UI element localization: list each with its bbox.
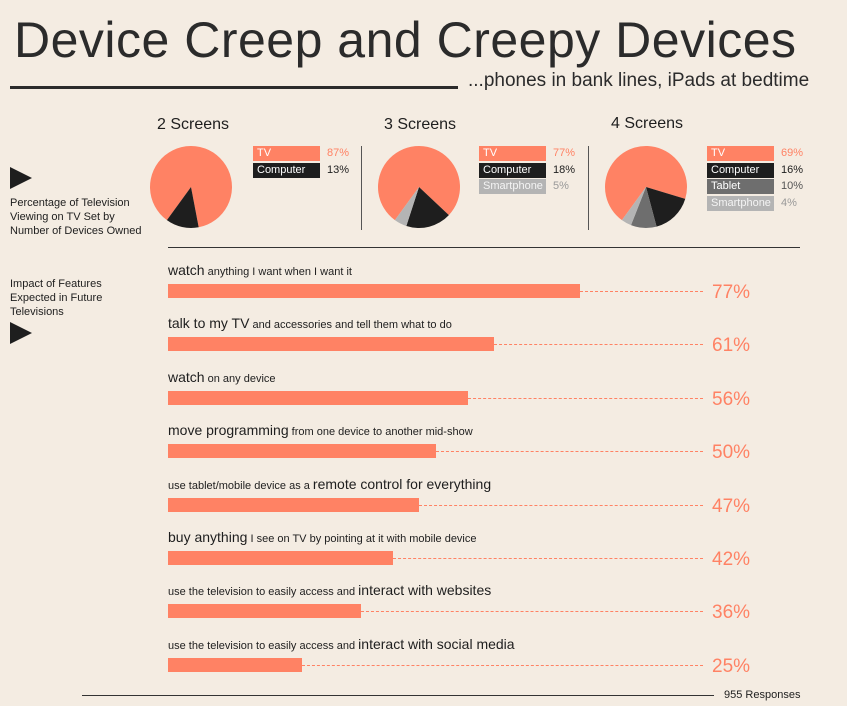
bar-value-label: 36% xyxy=(712,602,751,624)
bar-category-label: use the television to easily access and … xyxy=(168,582,492,599)
bar xyxy=(168,604,361,619)
bar-section-label: Impact of Features Expected in Future Te… xyxy=(10,277,102,319)
pie-slice-computer xyxy=(646,187,686,227)
legend-value: 13% xyxy=(327,163,350,176)
title-underline xyxy=(10,86,458,89)
bar xyxy=(168,497,420,512)
pie-section-label-line: Number of Devices Owned xyxy=(10,225,142,237)
bar-value-label: 25% xyxy=(712,655,751,677)
divider xyxy=(361,146,362,230)
bar-value-label: 47% xyxy=(712,495,751,517)
arrow-right-icon xyxy=(10,167,32,189)
bar-value-label: 77% xyxy=(712,282,751,303)
pie-chart xyxy=(150,146,233,228)
pie-slice-computer xyxy=(406,187,449,228)
bar-value-label: 50% xyxy=(712,442,751,464)
legend-value: 18% xyxy=(553,163,576,176)
legend-label: TV xyxy=(253,146,320,161)
pie-title: 2 Screens xyxy=(157,116,230,133)
pie-chart xyxy=(605,145,687,228)
legend-label: Smartphone xyxy=(479,179,546,194)
bar xyxy=(168,551,393,565)
legend-label: Tablet xyxy=(707,179,774,194)
bar-category-label: watch on any device xyxy=(168,368,276,385)
legend-label: Smartphone xyxy=(707,195,774,211)
bar-category-label: talk to my TV and accessories and tell t… xyxy=(168,315,452,332)
section-divider xyxy=(168,247,800,248)
bar-value-label: 61% xyxy=(712,335,751,357)
pie-slice-tv xyxy=(378,145,460,221)
bar-section-label-line: Televisions xyxy=(10,306,64,318)
legend-label: Computer xyxy=(479,162,546,178)
pie-section-label-line: Viewing on TV Set by xyxy=(10,211,115,223)
bar-leader-line xyxy=(301,664,703,666)
legend-value: 5% xyxy=(553,180,569,192)
bar xyxy=(168,337,495,352)
bar-value-label: 42% xyxy=(712,549,751,570)
bar-leader-line xyxy=(494,344,703,346)
legend-value: 4% xyxy=(781,196,797,209)
bar-leader-line xyxy=(419,504,703,506)
bar-leader-line xyxy=(467,397,703,399)
pie-section-label: Percentage of Television Viewing on TV S… xyxy=(10,196,141,238)
pie-slice-tablet xyxy=(631,187,657,228)
bar-category-label: buy anything I see on TV by pointing at … xyxy=(168,529,477,545)
pie-slice-tv xyxy=(150,146,233,228)
bar-value-label: 56% xyxy=(712,388,751,410)
bar-category-label: use tablet/mobile device as a remote con… xyxy=(168,475,492,492)
pie-slice-computer xyxy=(166,187,199,228)
bar-leader-line xyxy=(435,451,703,453)
pie-slice-tv xyxy=(605,145,687,221)
bar xyxy=(168,657,302,672)
bar xyxy=(168,284,580,298)
bar-leader-line xyxy=(392,558,703,559)
legend-label: TV xyxy=(479,146,546,161)
bar-category-label: watch anything I want when I want it xyxy=(168,262,352,278)
legend-label: TV xyxy=(707,146,774,161)
pie-chart xyxy=(378,145,460,228)
page-title: Device Creep and Creepy Devices xyxy=(14,12,797,68)
legend-label: Computer xyxy=(253,162,320,178)
pie-section-label-line: Percentage of Television xyxy=(10,197,130,209)
bar-category-label: use the television to easily access and … xyxy=(168,635,515,652)
responses-count: 955 Responses xyxy=(724,689,801,701)
bar-section-label-line: Expected in Future xyxy=(10,292,103,304)
pie-title: 3 Screens xyxy=(384,116,457,133)
legend-value: 10% xyxy=(781,180,804,192)
legend-value: 77% xyxy=(553,147,576,159)
legend-value: 16% xyxy=(781,163,804,176)
page-subtitle: ...phones in bank lines, iPads at bedtim… xyxy=(468,70,810,91)
bar-leader-line xyxy=(579,291,703,292)
footer-rule xyxy=(82,695,714,696)
pie-slice-smartphone xyxy=(394,187,419,226)
arrow-right-icon xyxy=(10,322,32,344)
bar-section-label-line: Impact of Features xyxy=(10,278,102,290)
bar xyxy=(168,444,436,459)
legend-value: 87% xyxy=(327,147,350,159)
bar-leader-line xyxy=(360,611,703,613)
bar xyxy=(168,390,468,405)
pie-title: 4 Screens xyxy=(611,115,684,132)
bar-category-label: move programming from one device to anot… xyxy=(168,422,473,439)
pie-slice-smartphone xyxy=(621,187,646,226)
legend-value: 69% xyxy=(781,147,804,159)
divider xyxy=(588,146,589,230)
legend-label: Computer xyxy=(707,162,774,178)
